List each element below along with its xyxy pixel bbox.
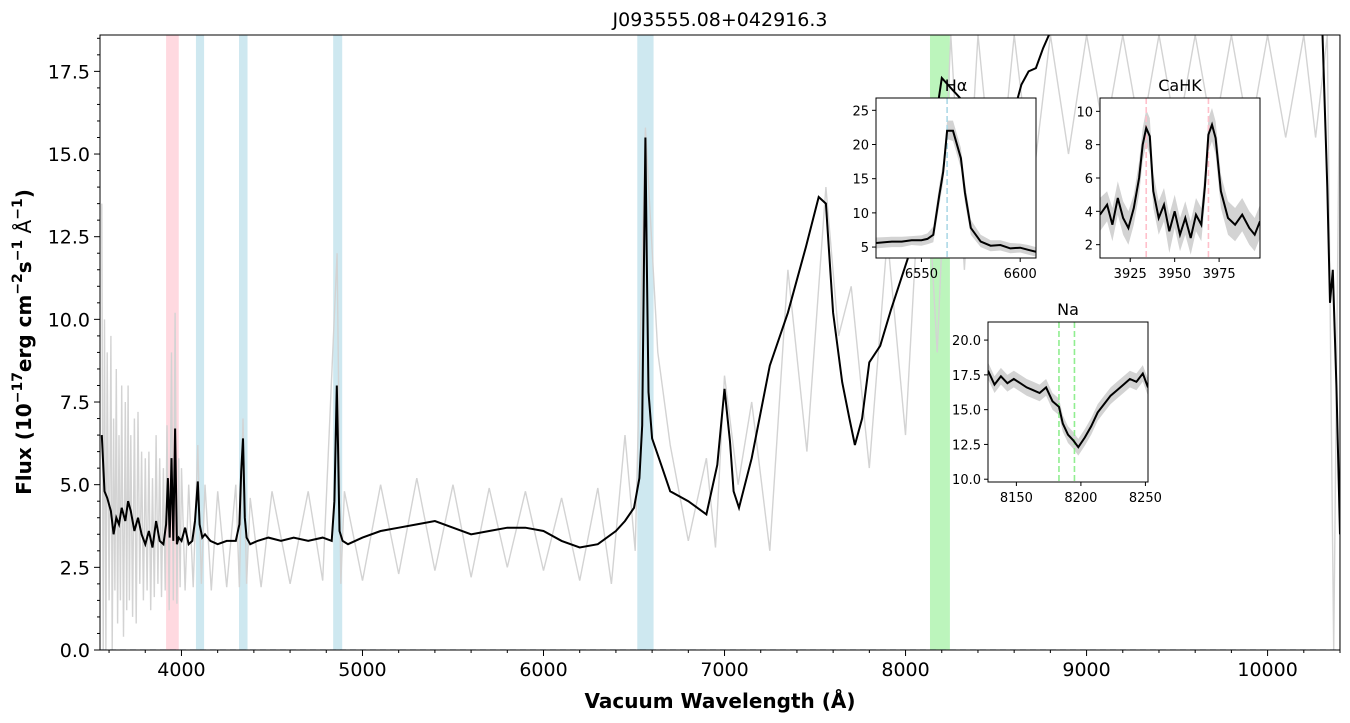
main-plot-frame — [99, 34, 1341, 651]
cahk-inset-error-band — [1100, 108, 1260, 255]
h-alpha-inset: Hα 6550 6600 5 10 15 20 25 — [852, 76, 1036, 282]
cahk-inset-y-tick-label-6: 6 — [1085, 172, 1093, 187]
cahk-inset-plot-layer — [1100, 98, 1260, 258]
na-inset-x-tick-label-8150: 8150 — [1000, 491, 1033, 506]
y-tick-label-15: 15.0 — [48, 144, 90, 166]
na-inset-y-tick-label-12-5: 12.5 — [952, 438, 981, 453]
x-tick-label-9000: 9000 — [1062, 659, 1110, 681]
chart-title: J093555.08+042916.3 — [612, 9, 828, 31]
band-h-gamma-band — [239, 35, 248, 650]
na-inset-y-tick-label-10: 10.0 — [952, 473, 981, 488]
y-tick-label-2-5: 2.5 — [60, 557, 90, 579]
na-inset-x-tick-label-8200: 8200 — [1064, 491, 1097, 506]
y-tick-label-5: 5.0 — [60, 475, 90, 497]
cahk-inset-x-tick-label-3950: 3950 — [1158, 267, 1191, 282]
h-alpha-inset-background — [876, 98, 1036, 258]
na-inset-title: Na — [1057, 300, 1079, 319]
cahk-inset-x-tick-label-3975: 3975 — [1203, 267, 1236, 282]
h-alpha-inset-y-tick-label-25: 25 — [852, 104, 869, 119]
h-alpha-inset-y-tick-label-5: 5 — [861, 241, 869, 256]
y-tick-label-17-5: 17.5 — [48, 61, 90, 83]
h-alpha-inset-x-tick-label-6600: 6600 — [1004, 267, 1037, 282]
na-inset-background — [988, 322, 1148, 482]
na-inset-frame — [987, 321, 1149, 483]
na-inset-x-tick-label-8250: 8250 — [1129, 491, 1162, 506]
band-h-alpha-band — [637, 35, 654, 650]
na-inset-y-tick-label-17-5: 17.5 — [952, 369, 981, 384]
na-inset-plot-layer — [988, 322, 1148, 482]
cahk-inset-y-tick-label-4: 4 — [1085, 205, 1093, 220]
cahk-inset-y-tick-label-8: 8 — [1085, 139, 1093, 154]
cahk-inset-x-tick-label-3925: 3925 — [1114, 267, 1147, 282]
cahk-inset-title: CaHK — [1158, 76, 1202, 95]
y-tick-label-0: 0.0 — [60, 640, 90, 662]
y-label-exp-4: −1 — [10, 198, 26, 219]
h-alpha-inset-flux-line — [876, 129, 1036, 253]
h-alpha-inset-y-tick-label-15: 15 — [852, 173, 869, 188]
x-tick-label-7000: 7000 — [700, 659, 748, 681]
x-axis-label: Vacuum Wavelength (Å) — [585, 689, 856, 713]
y-label-part-5: ) — [12, 189, 36, 198]
x-tick-label-8000: 8000 — [881, 659, 929, 681]
x-tick-label-6000: 6000 — [519, 659, 567, 681]
h-alpha-inset-error-band — [876, 120, 1036, 257]
y-label-part-2: erg cm — [12, 295, 36, 372]
band-h-delta-band — [195, 35, 205, 650]
y-label-part-4: Å — [12, 219, 36, 239]
y-label-exp-2: −2 — [10, 273, 26, 294]
h-alpha-inset-frame — [875, 97, 1037, 259]
na-inset-flux-line — [988, 370, 1148, 449]
na-inset-y-tick-label-20: 20.0 — [952, 334, 981, 349]
y-label-exp-1: −17 — [10, 372, 26, 403]
cahk-inset: CaHK 3925 3950 3975 2 4 6 8 10 — [1076, 76, 1261, 282]
x-tick-label-10000: 10000 — [1237, 659, 1297, 681]
y-tick-label-12-5: 12.5 — [48, 227, 90, 249]
h-alpha-inset-plot-layer — [876, 98, 1036, 258]
h-alpha-inset-y-tick-label-10: 10 — [852, 207, 869, 222]
h-alpha-inset-title: Hα — [945, 76, 968, 95]
na-inset-y-tick-label-15: 15.0 — [952, 404, 981, 419]
y-label-part-1: Flux (10 — [12, 403, 36, 495]
cahk-inset-flux-line — [1100, 121, 1260, 239]
na-inset: Na 8150 8200 8250 10.0 12.5 15.0 17.5 20.0 — [952, 300, 1162, 506]
y-label-exp-3: −1 — [10, 240, 26, 261]
smoothed-flux-line — [100, 35, 1340, 549]
na-inset-error-band — [988, 362, 1148, 456]
y-axis-label: Flux (10−17erg cm−2s−1 Å−1) — [10, 189, 36, 495]
cahk-inset-y-tick-label-10: 10 — [1076, 105, 1093, 120]
cahk-inset-y-tick-label-2: 2 — [1085, 239, 1093, 254]
h-alpha-inset-x-tick-label-6550: 6550 — [905, 267, 938, 282]
h-alpha-inset-y-tick-label-20: 20 — [852, 138, 869, 153]
x-tick-label-4000: 4000 — [157, 659, 205, 681]
y-label-part-3: s — [12, 261, 36, 273]
y-tick-label-7-5: 7.5 — [60, 392, 90, 414]
x-tick-label-5000: 5000 — [338, 659, 386, 681]
y-tick-label-10: 10.0 — [48, 309, 90, 331]
main-plot-layer — [100, 35, 1340, 650]
